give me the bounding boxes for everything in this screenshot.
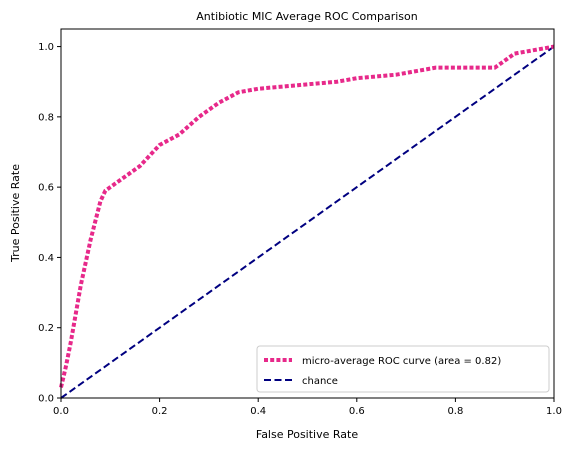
legend: micro-average ROC curve (area = 0.82) ch… — [256, 345, 550, 393]
series-line-micro-average — [59, 44, 555, 388]
legend-label-chance: chance — [302, 376, 338, 387]
legend-label-micro-average: micro-average ROC curve (area = 0.82) — [302, 356, 501, 367]
plot-lines — [59, 44, 555, 399]
y-tick-label: 0.0 — [38, 394, 54, 405]
x-tick-label: 0.4 — [250, 406, 266, 417]
legend-box — [256, 345, 550, 393]
x-tick-label: 0.8 — [447, 406, 463, 417]
y-tick-label: 0.8 — [38, 112, 54, 123]
y-tick-label: 1.0 — [38, 42, 54, 53]
y-tick-label: 0.6 — [38, 183, 54, 194]
x-axis-label: False Positive Rate — [256, 428, 358, 441]
x-tick-label: 0.6 — [349, 406, 365, 417]
series-line-chance — [60, 45, 555, 399]
x-tick-label: 1.0 — [546, 406, 562, 417]
y-axis-ticks: 0.0 0.2 0.4 0.6 0.8 1.0 — [38, 42, 61, 405]
y-tick-label: 0.4 — [38, 253, 54, 264]
y-axis-label: True Positive Rate — [9, 164, 22, 263]
x-tick-label: 0.0 — [53, 406, 69, 417]
y-tick-label: 0.2 — [38, 323, 54, 334]
x-axis-ticks: 0.0 0.2 0.4 0.6 0.8 1.0 — [53, 398, 562, 417]
chart-title: Antibiotic MIC Average ROC Comparison — [196, 10, 417, 23]
plot-frame — [60, 28, 555, 399]
x-tick-label: 0.2 — [152, 406, 168, 417]
